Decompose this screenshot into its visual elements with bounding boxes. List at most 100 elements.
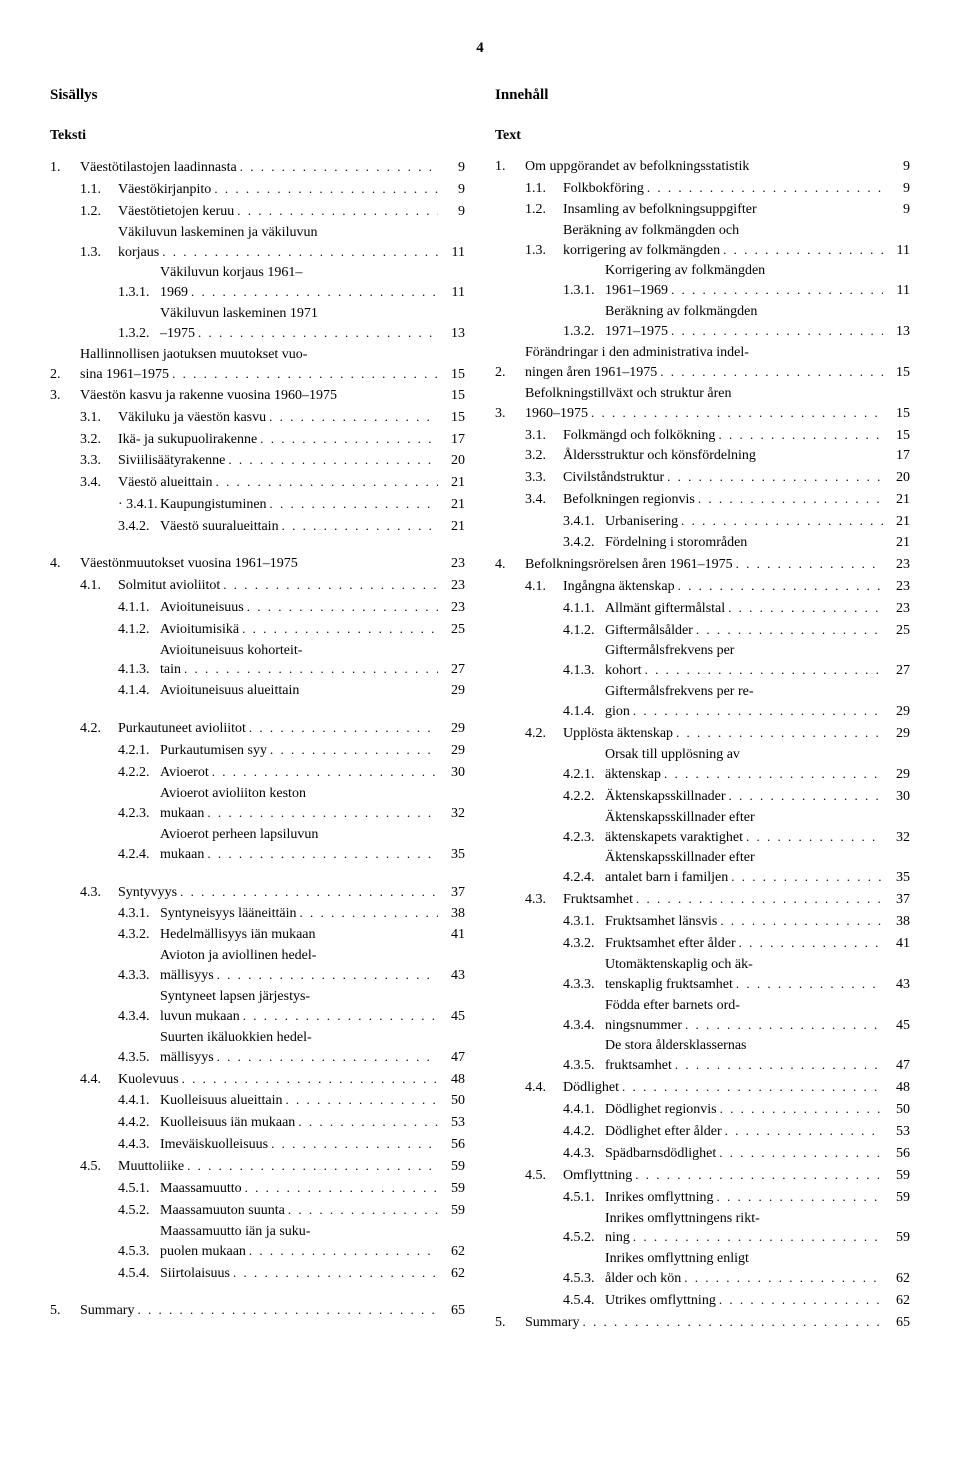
toc-page: 15	[886, 364, 910, 383]
toc-leader: . . . . . . . . . . . . . . . . . . . . …	[249, 719, 438, 737]
toc-page: 41	[441, 926, 465, 945]
toc-leader: . . . . . . . . . . . . . . . . . . . . …	[675, 1056, 883, 1074]
toc-text: Avioerot. . . . . . . . . . . . . . . . …	[160, 763, 441, 783]
toc-entry: 4.4.3.Imeväiskuolleisuus. . . . . . . . …	[50, 1135, 465, 1155]
toc-entry: 4.3.1.Fruktsamhet länsvis. . . . . . . .…	[495, 912, 910, 932]
toc-leader: . . . . . . . . . . . . . . . . . . . . …	[633, 1228, 883, 1246]
toc-number: 4.3.3.	[50, 967, 160, 986]
toc-text: Avioituneisuus alueittain	[160, 682, 441, 701]
toc-text: Inrikes omflyttning. . . . . . . . . . .…	[605, 1188, 886, 1208]
toc-leader: . . . . . . . . . . . . . . . . . . . . …	[728, 599, 883, 617]
toc-text: Äktenskapsskillnader. . . . . . . . . . …	[605, 787, 886, 807]
toc-text: Väestön kasvu ja rakenne vuosina 1960–19…	[80, 387, 441, 406]
toc-page: 13	[886, 323, 910, 342]
toc-text: Väestötietojen keruu. . . . . . . . . . …	[118, 202, 441, 222]
toc-text: Siirtolaisuus. . . . . . . . . . . . . .…	[160, 1264, 441, 1284]
toc-number: 1.3.1.	[50, 284, 160, 303]
toc-page: 21	[886, 534, 910, 553]
toc-entry: 4.4.1.Kuolleisuus alueittain. . . . . . …	[50, 1091, 465, 1111]
toc-leader: . . . . . . . . . . . . . . . . . . . . …	[242, 620, 438, 638]
toc-text: Summary. . . . . . . . . . . . . . . . .…	[525, 1313, 886, 1333]
toc-text: Omflyttning. . . . . . . . . . . . . . .…	[563, 1166, 886, 1186]
toc-entry: 1.3.2.Beräkning av folkmängden1971–1975.…	[495, 303, 910, 342]
toc-text: Befolkningstillväxt och struktur åren196…	[525, 385, 886, 424]
toc-entry: 4.1.Ingångna äktenskap. . . . . . . . . …	[495, 577, 910, 597]
toc-leader: . . . . . . . . . . . . . . . . . . . . …	[717, 1188, 884, 1206]
toc-entry: 4.1.1.Avioituneisuus. . . . . . . . . . …	[50, 598, 465, 618]
toc-page: 29	[441, 682, 465, 701]
page-number: 4	[50, 40, 910, 57]
toc-page: 13	[441, 325, 465, 344]
toc-page: 20	[441, 452, 465, 471]
toc-leader: . . . . . . . . . . . . . . . . . . . . …	[739, 934, 883, 952]
toc-entry: 3.3.Siviilisäätyrakenne. . . . . . . . .…	[50, 451, 465, 471]
toc-leader: . . . . . . . . . . . . . . . . . . . . …	[685, 1016, 883, 1034]
toc-leader: . . . . . . . . . . . . . . . . . . . . …	[736, 555, 883, 573]
toc-entry: 4.5.4.Siirtolaisuus. . . . . . . . . . .…	[50, 1264, 465, 1284]
toc-page: 11	[886, 282, 910, 301]
toc-number: 3.2.	[50, 431, 118, 450]
toc-number: 1.1.	[495, 180, 563, 199]
toc-leader: . . . . . . . . . . . . . . . . . . . . …	[678, 577, 883, 595]
toc-text: Korrigering av folkmängden1961–1969. . .…	[605, 262, 886, 301]
toc-text: Befolkningsrörelsen åren 1961–1975. . . …	[525, 555, 886, 575]
toc-text: Siviilisäätyrakenne. . . . . . . . . . .…	[118, 451, 441, 471]
toc-entry: 4.3.2.Fruktsamhet efter ålder. . . . . .…	[495, 934, 910, 954]
toc-page: 9	[441, 159, 465, 178]
toc-number: 3.4.	[495, 491, 563, 510]
toc-page: 21	[441, 474, 465, 493]
toc-text: Hallinnollisen jaotuksen muutokset vuo-s…	[80, 346, 441, 385]
toc-number: 5.	[50, 1302, 80, 1321]
toc-number: 5.	[495, 1314, 525, 1333]
toc-page: 27	[441, 661, 465, 680]
toc-number: 4.2.	[495, 725, 563, 744]
toc-text: Inrikes omflyttningens rikt-ning. . . . …	[605, 1210, 886, 1249]
toc-page: 30	[886, 788, 910, 807]
toc-page: 23	[886, 578, 910, 597]
toc-leader: . . . . . . . . . . . . . . . . . . . . …	[270, 495, 438, 513]
toc-entry: 3.2.Ikä- ja sukupuolirakenne. . . . . . …	[50, 430, 465, 450]
toc-entry: 4.1.2.Giftermålsålder. . . . . . . . . .…	[495, 621, 910, 641]
toc-entry: 2.Hallinnollisen jaotuksen muutokset vuo…	[50, 346, 465, 385]
toc-page: 9	[441, 203, 465, 222]
toc-page: 45	[441, 1008, 465, 1027]
toc-page: 48	[441, 1071, 465, 1090]
toc-entry: 3.4.Befolkningen regionvis. . . . . . . …	[495, 490, 910, 510]
toc-page: 15	[441, 409, 465, 428]
toc-leader: . . . . . . . . . . . . . . . . . . . . …	[719, 1291, 883, 1309]
toc-leader: . . . . . . . . . . . . . . . . . . . . …	[719, 1144, 883, 1162]
toc-text: Väestötilastojen laadinnasta. . . . . . …	[80, 158, 441, 178]
toc-page: 23	[441, 577, 465, 596]
toc-text: Fruktsamhet länsvis. . . . . . . . . . .…	[605, 912, 886, 932]
toc-page: 32	[441, 805, 465, 824]
toc-text: Förändringar i den administrativa indel-…	[525, 344, 886, 383]
toc-number: 4.4.3.	[495, 1145, 605, 1164]
toc-number: 1.3.2.	[495, 323, 605, 342]
toc-leader: . . . . . . . . . . . . . . . . . . . . …	[271, 1135, 438, 1153]
toc-page: 21	[441, 518, 465, 537]
toc-text: Giftermålsfrekvens perkohort. . . . . . …	[605, 642, 886, 681]
toc-number: 1.2.	[495, 201, 563, 220]
toc-leader: . . . . . . . . . . . . . . . . . . . . …	[180, 883, 438, 901]
toc-entry: 1.3.Beräkning av folkmängden ochkorriger…	[495, 222, 910, 261]
toc-entry: 4.2.1.Purkautumisen syy. . . . . . . . .…	[50, 741, 465, 761]
left-column: Sisällys Teksti 1.Väestötilastojen laadi…	[50, 87, 465, 1335]
toc-number: 4.3.1.	[495, 913, 605, 932]
toc-entry: 4.2.3.Avioerot avioliiton kestonmukaan. …	[50, 785, 465, 824]
toc-leader: . . . . . . . . . . . . . . . . . . . . …	[636, 890, 883, 908]
toc-entry: 4.Befolkningsrörelsen åren 1961–1975. . …	[495, 555, 910, 575]
toc-number: 4.3.3.	[495, 976, 605, 995]
toc-text: Muuttoliike. . . . . . . . . . . . . . .…	[118, 1157, 441, 1177]
toc-leader: . . . . . . . . . . . . . . . . . . . . …	[671, 322, 883, 340]
toc-entry: 4.5.3.Inrikes omflyttning enligtålder oc…	[495, 1250, 910, 1289]
toc-text: Väestö suuralueittain. . . . . . . . . .…	[160, 517, 441, 537]
toc-entry: 4.3.5.De stora åldersklassernasfruktsamh…	[495, 1037, 910, 1076]
toc-text: Befolkningen regionvis. . . . . . . . . …	[563, 490, 886, 510]
toc-entry: 4.5.Muuttoliike. . . . . . . . . . . . .…	[50, 1157, 465, 1177]
toc-page: 62	[886, 1292, 910, 1311]
right-title: Innehåll	[495, 87, 910, 104]
toc-leader: . . . . . . . . . . . . . . . . . . . . …	[247, 598, 438, 616]
toc-entry: 4.2.Upplösta äktenskap. . . . . . . . . …	[495, 724, 910, 744]
toc-text: Giftermålsålder. . . . . . . . . . . . .…	[605, 621, 886, 641]
toc-text: Imeväiskuolleisuus. . . . . . . . . . . …	[160, 1135, 441, 1155]
